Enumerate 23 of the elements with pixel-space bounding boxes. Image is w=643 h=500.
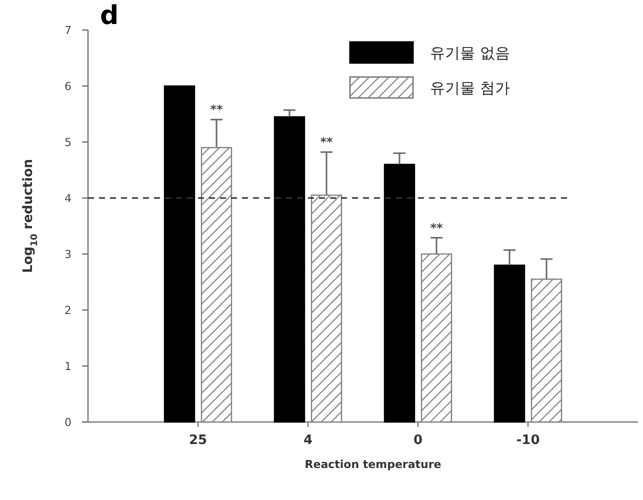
y-tick-label: 7 (64, 24, 72, 37)
y-tick-label: 3 (64, 248, 72, 261)
chart-title: d (100, 1, 119, 31)
legend-label: 유기물 첨가 (430, 79, 510, 97)
annotation: ** (430, 220, 444, 235)
bar (164, 85, 196, 423)
y-tick-label: 2 (64, 304, 72, 317)
annotation: ** (210, 102, 224, 117)
annotation: ** (320, 135, 334, 150)
x-axis-title: Reaction temperature (304, 458, 442, 471)
y-tick-label: 5 (64, 136, 72, 149)
y-tick-label: 4 (64, 192, 72, 205)
bar (384, 164, 416, 423)
x-tick-label: -10 (516, 433, 540, 448)
x-tick-label: 0 (413, 433, 423, 448)
y-tick-label: 1 (64, 360, 72, 373)
legend-label: 유기물 없음 (430, 44, 510, 62)
y-tick-label: 0 (64, 416, 72, 429)
x-tick-label: 25 (188, 433, 208, 448)
bar (274, 116, 306, 423)
y-tick-label: 6 (64, 80, 72, 93)
bar (494, 264, 526, 423)
x-tick-label: 4 (303, 433, 313, 448)
